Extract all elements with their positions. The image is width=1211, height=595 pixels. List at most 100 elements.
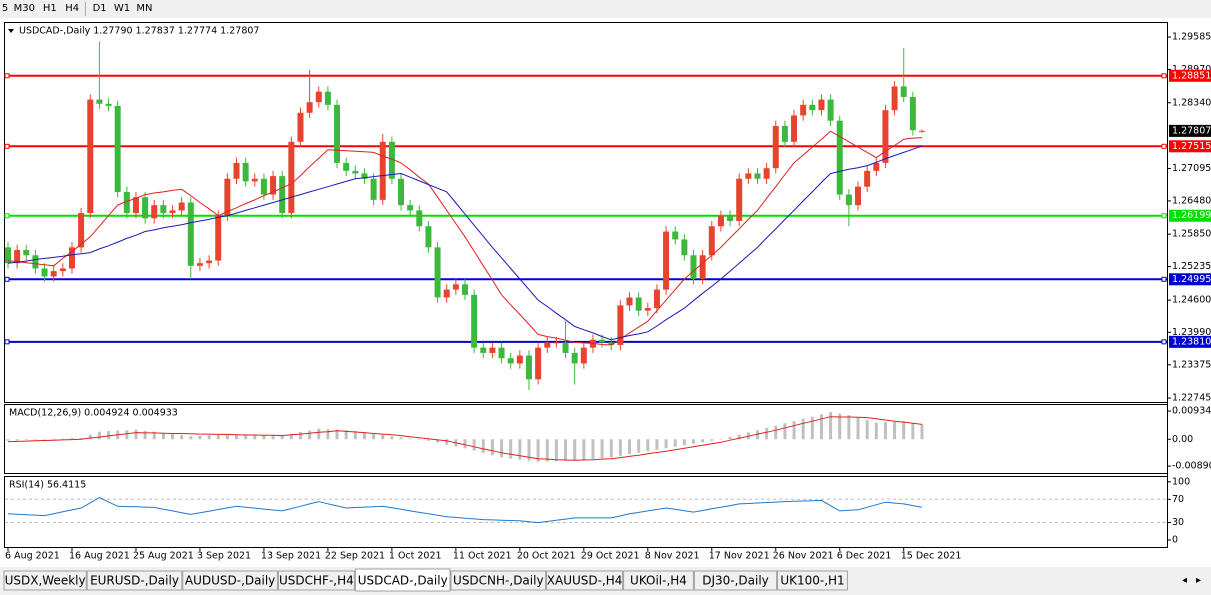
macd-bar (207, 435, 211, 440)
level-marker (1161, 73, 1167, 79)
macd-bar (180, 435, 184, 440)
level-marker (4, 213, 10, 219)
macd-bar (171, 434, 175, 440)
level-marker (4, 143, 10, 149)
candle-body (443, 289, 450, 298)
y-tick-label: 30 (1172, 517, 1184, 528)
tab-scroll-left[interactable]: ◂ (1182, 575, 1187, 586)
level-marker (4, 276, 10, 282)
candle-body (14, 250, 21, 264)
candle-body (544, 342, 551, 348)
candle-body (507, 358, 514, 364)
tab-label[interactable]: EURUSD-,Daily (90, 574, 179, 588)
timeframe-button[interactable]: D1 (93, 3, 107, 14)
macd-bar (792, 421, 796, 440)
tab[interactable] (777, 570, 848, 591)
y-tick-label: 1.22745 (1172, 393, 1211, 404)
y-tick-label: 1.27095 (1172, 163, 1211, 174)
level-label: 1.23810 (1172, 336, 1211, 347)
tab[interactable] (354, 568, 451, 592)
macd-bar (737, 434, 741, 440)
macd-bar (500, 439, 504, 458)
tab[interactable] (277, 570, 355, 591)
candle-body (334, 104, 341, 163)
tab-label[interactable]: USDX,Weekly (5, 574, 86, 588)
candle-body (489, 347, 496, 353)
macd-bar (655, 439, 659, 450)
tab-label[interactable]: USDCHF-,H4 (279, 574, 354, 588)
candle-body (251, 178, 258, 182)
timeframe-toolbar: 5 M30 H1 H4 D1 W1 MN (2, 2, 152, 16)
macd-bar (481, 439, 485, 453)
macd-bar (527, 439, 531, 461)
tab-label[interactable]: UK100-,H1 (780, 574, 844, 588)
candle-body (809, 104, 816, 111)
tab-label[interactable]: USDCAD-,Daily (358, 574, 448, 588)
macd-bar (143, 430, 147, 440)
timeframe-button[interactable]: W1 (114, 3, 130, 14)
candle-body (41, 268, 48, 277)
y-tick-label: 100 (1172, 476, 1190, 487)
macd-bar (326, 429, 330, 440)
tab-label[interactable]: AUDUSD-,Daily (185, 574, 275, 588)
tab-label[interactable]: DJ30-,Daily (702, 574, 769, 588)
tab-scroll-right[interactable]: ▸ (1196, 575, 1201, 586)
macd-bar (838, 413, 842, 440)
timeframe-button[interactable]: 5 (2, 3, 8, 14)
y-tick-label: 1.23990 (1172, 327, 1211, 338)
candle-body (59, 268, 66, 272)
macd-bar (463, 439, 467, 449)
macd-bar (637, 439, 641, 453)
macd-bar (244, 435, 248, 440)
macd-bar (152, 431, 156, 440)
macd-bar (801, 418, 805, 440)
tab[interactable] (450, 570, 547, 591)
candle-body (525, 355, 532, 380)
tab[interactable] (86, 570, 183, 591)
macd-bar (189, 436, 193, 440)
tab[interactable] (3, 570, 87, 591)
macd-bar (436, 439, 440, 443)
candle-body (434, 247, 441, 298)
timeframe-button[interactable]: H4 (65, 3, 79, 14)
macd-panel (4, 404, 1168, 474)
y-tick-label: -0.008902 (1172, 461, 1211, 472)
macd-bar (719, 439, 723, 440)
macd-bar (15, 439, 19, 441)
candle-body (169, 210, 176, 214)
candle-body (68, 247, 75, 269)
timeframe-button[interactable]: MN (136, 3, 152, 14)
candle-body (772, 125, 779, 169)
macd-bar (362, 432, 366, 440)
candle-body (206, 260, 213, 264)
tab[interactable] (623, 570, 694, 591)
candle-body (324, 91, 331, 105)
macd-bar (372, 433, 376, 440)
tab-label[interactable]: XAUUSD-,H4 (547, 574, 623, 588)
macd-bar (225, 434, 229, 440)
candle-body (151, 205, 158, 219)
tab-label[interactable]: UKOil-,H4 (630, 574, 687, 588)
y-tick-label: 70 (1172, 494, 1184, 505)
macd-bar (70, 438, 74, 440)
level-label-bg (1169, 273, 1211, 286)
timeframe-button[interactable]: H1 (43, 3, 57, 14)
rsi-panel (4, 476, 1168, 548)
macd-bar (865, 420, 869, 440)
x-tick-label: 16 Aug 2021 (69, 551, 130, 562)
symbol-tabs: USDX,Weekly EURUSD-,Daily AUDUSD-,Daily USD… (3, 568, 848, 592)
tab[interactable] (546, 570, 624, 591)
moving-average (7, 130, 923, 346)
macd-bar (509, 439, 513, 459)
tab[interactable] (182, 570, 278, 591)
level-marker (1161, 213, 1167, 219)
tab-label[interactable]: USDCNH-,Daily (453, 574, 544, 588)
candle-body (717, 215, 724, 227)
candle-body (571, 352, 578, 364)
rsi-title: RSI(14) 56.4115 (9, 480, 86, 491)
timeframe-button[interactable]: M30 (14, 3, 35, 14)
level-label-bg (1169, 209, 1211, 222)
tab[interactable] (693, 570, 778, 591)
y-tick-label: 1.29585 (1172, 32, 1211, 43)
y-tick-label: 1.25235 (1172, 261, 1211, 272)
